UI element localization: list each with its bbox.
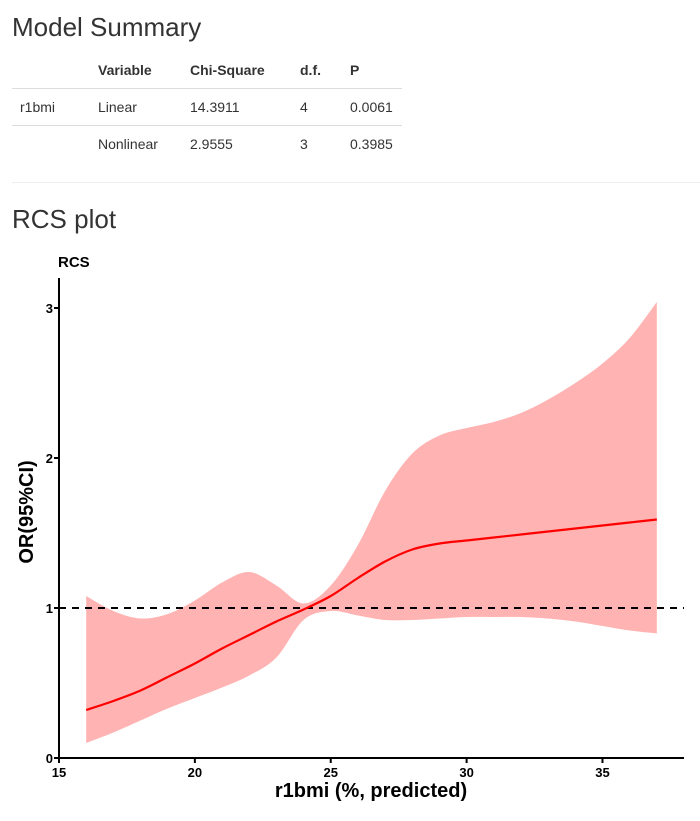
rcs-section-title: RCS plot: [12, 204, 117, 234]
column-header-variable: Variable: [98, 52, 190, 89]
table-cell: r1bmi: [12, 88, 98, 126]
summary-title: Model Summary: [12, 12, 202, 42]
table-cell: Nonlinear: [98, 136, 158, 152]
table-cell: Linear: [98, 88, 190, 126]
column-header-chi-square: Chi-Square: [190, 52, 300, 89]
or-curve-0: [85, 518, 657, 712]
table-cell: 2.9555: [190, 136, 233, 152]
column-header-p: P: [350, 52, 402, 89]
x-tick-label: 25: [324, 765, 338, 780]
table-row: r1bmi Linear 14.3911 4 0.0061: [12, 88, 402, 126]
model-summary-table: Variable Chi-Square d.f. P r1bmi Linear …: [12, 52, 402, 162]
confidence-band-0: [86, 302, 657, 743]
table-cell: 0.0061: [350, 88, 402, 126]
section-divider: [12, 182, 700, 183]
table-header-row: Variable Chi-Square d.f. P: [12, 52, 402, 89]
chart-title: RCS: [58, 254, 90, 271]
x-tick-label: 35: [595, 765, 609, 780]
y-tick-label: 2: [46, 451, 53, 466]
x-tick-label: 15: [52, 765, 66, 780]
x-tick-label: 30: [459, 765, 473, 780]
y-tick-label: 0: [46, 751, 53, 766]
y-tick-label: 1: [46, 601, 53, 616]
x-tick-label: 20: [188, 765, 202, 780]
table-cell: 3: [300, 136, 308, 152]
table-cell: 14.3911: [190, 88, 300, 126]
y-tick-label: 3: [46, 301, 53, 316]
column-header-df: d.f.: [300, 52, 350, 89]
table-row: Nonlinear 2.9555 3 0.3985: [12, 126, 402, 163]
table-cell: 0.3985: [350, 136, 393, 152]
table-cell: 4: [300, 88, 350, 126]
x-axis-label: r1bmi (%, predicted): [275, 780, 467, 802]
y-axis-label: OR(95%CI): [16, 460, 38, 563]
column-header: [12, 52, 98, 89]
